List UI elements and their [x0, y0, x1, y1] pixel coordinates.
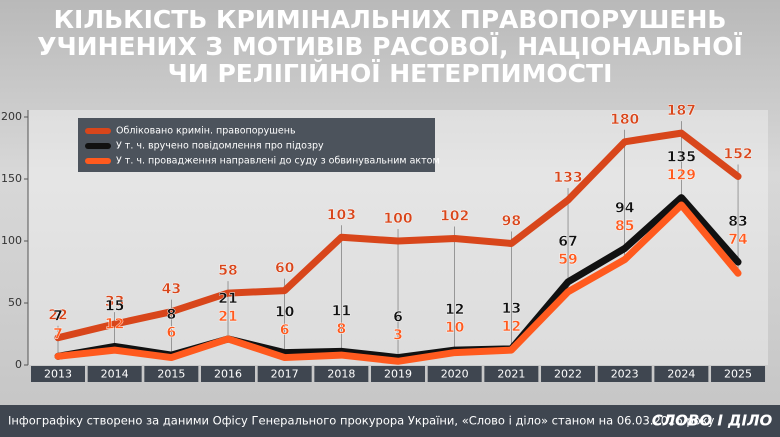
- legend-label: У т. ч. провадження направлені до суду з…: [116, 156, 440, 167]
- x-label-box: [427, 366, 482, 382]
- x-tick-label: 2018: [327, 368, 355, 381]
- data-label: 98: [502, 213, 521, 229]
- footer-bar: [0, 405, 780, 437]
- y-tick-label: 100: [1, 234, 22, 247]
- data-label: 60: [275, 261, 295, 277]
- data-label: 129: [667, 168, 696, 184]
- x-label-box: [654, 366, 709, 382]
- title: КІЛЬКІСТЬ КРИМІНАЛЬНИХ ПРАВОПОРУШЕНЬУЧИН…: [37, 5, 743, 88]
- data-label: 6: [393, 310, 403, 326]
- series-line: [54, 201, 742, 365]
- x-tick-label: 2017: [271, 368, 299, 381]
- data-label: 13: [502, 301, 521, 317]
- title-line: КІЛЬКІСТЬ КРИМІНАЛЬНИХ ПРАВОПОРУШЕНЬ: [54, 5, 727, 34]
- data-label: 7: [53, 308, 63, 324]
- data-label: 8: [166, 307, 176, 323]
- data-label: 15: [105, 298, 124, 314]
- data-label: 135: [667, 150, 696, 166]
- data-label: 10: [275, 305, 295, 321]
- x-label-box: [541, 366, 596, 382]
- data-label: 180: [610, 112, 639, 128]
- title-line: ЧИ РЕЛІГІЙНОЇ НЕТЕРПИМОСТІ: [168, 58, 613, 88]
- data-label: 10: [445, 320, 465, 336]
- logo: СЛОВО І ДІЛО: [652, 412, 773, 430]
- x-tick-label: 2015: [157, 368, 185, 381]
- data-label: 67: [558, 234, 577, 250]
- data-label: 7: [53, 326, 63, 342]
- data-label: 12: [445, 302, 464, 318]
- x-label-box: [201, 366, 256, 382]
- y-tick-label: 150: [1, 172, 22, 185]
- x-label-box: [257, 366, 312, 382]
- data-label: 100: [383, 211, 412, 227]
- data-label: 3: [393, 328, 403, 344]
- data-label: 59: [558, 252, 577, 268]
- x-label-box: [597, 366, 652, 382]
- data-label: 21: [218, 291, 237, 307]
- y-tick-label: 0: [15, 358, 22, 371]
- data-label: 94: [615, 200, 635, 216]
- x-label-box: [144, 366, 199, 382]
- data-label: 8: [336, 321, 346, 337]
- x-tick-label: 2020: [441, 368, 469, 381]
- data-label: 12: [502, 319, 521, 335]
- data-label: 33: [105, 294, 124, 310]
- x-label-box: [371, 366, 426, 382]
- data-label: 22: [48, 308, 67, 324]
- data-label: 152: [723, 147, 752, 163]
- data-label: 6: [280, 323, 290, 339]
- x-label-box: [711, 366, 766, 382]
- data-label: 74: [728, 232, 748, 248]
- y-tick-label: 50: [8, 296, 22, 309]
- title-line: УЧИНЕНИХ З МОТИВІВ РАСОВОЇ, НАЦІОНАЛЬНОЇ: [37, 31, 743, 61]
- legend-label: Обліковано кримін. правопорушень: [116, 126, 296, 137]
- x-tick-label: 2022: [554, 368, 582, 381]
- footer-text: Інфографіку створено за даними Офісу Ген…: [8, 414, 715, 428]
- x-label-box: [314, 366, 369, 382]
- x-label-box: [31, 366, 85, 382]
- x-tick-label: 2024: [667, 368, 695, 381]
- data-label: 12: [105, 316, 124, 332]
- data-label: 187: [667, 103, 696, 119]
- series-line: [54, 129, 742, 342]
- legend-label: У т. ч. вручено повідомлення про підозру: [116, 141, 324, 152]
- data-label: 102: [440, 209, 469, 225]
- legend-box: [78, 118, 435, 172]
- data-label: 11: [332, 303, 351, 319]
- data-label: 21: [218, 309, 237, 325]
- x-tick-label: 2014: [101, 368, 129, 381]
- data-label: 6: [166, 325, 176, 341]
- data-label: 58: [218, 263, 237, 279]
- x-tick-label: 2021: [497, 368, 525, 381]
- x-tick-label: 2013: [44, 368, 72, 381]
- data-label: 133: [553, 170, 582, 186]
- x-label-box: [87, 366, 142, 382]
- x-tick-label: 2019: [384, 368, 412, 381]
- x-label-box: [484, 366, 539, 382]
- data-label: 83: [728, 214, 747, 230]
- x-tick-label: 2016: [214, 368, 242, 381]
- x-tick-label: 2023: [611, 368, 639, 381]
- y-tick-label: 200: [1, 110, 22, 123]
- data-label: 43: [162, 282, 181, 298]
- x-tick-label: 2025: [724, 368, 752, 381]
- data-label: 103: [327, 207, 356, 223]
- data-label: 85: [615, 218, 634, 234]
